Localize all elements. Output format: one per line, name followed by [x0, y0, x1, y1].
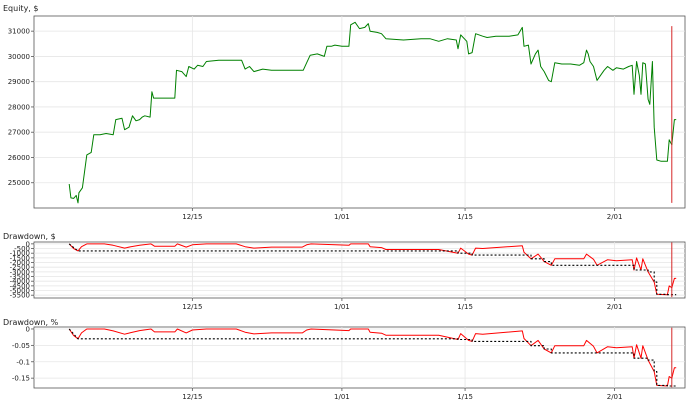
drawdown-dollar-plot-frame — [33, 241, 686, 299]
equity-y-tick-label: 25000 — [8, 179, 30, 187]
equity-y-tick-label: 28000 — [8, 103, 30, 111]
drawdown-percent-y-tick-label: 0 — [26, 325, 30, 333]
equity-x-tick-label: 2/01 — [607, 213, 623, 221]
drawdown-percent-x-tick-label: 2/01 — [607, 393, 623, 400]
drawdown-percent-x-tick-label: 1/01 — [334, 393, 350, 400]
equity-chart: 25000 26000 27000 28000 29000 30000 31000 12/15… — [8, 15, 686, 221]
equity-y-tick-label: 29000 — [8, 78, 30, 86]
drawdown-dollar-y-tick-label: -2500 — [10, 264, 30, 272]
drawdown-dollar-series-1 — [68, 243, 677, 296]
drawdown-dollar-y-tick-label: -5500 — [10, 292, 30, 300]
drawdown-percent-y-tick-label: -0.1 — [16, 358, 30, 366]
drawdown-percent-panel-title: Drawdown, % — [3, 318, 59, 327]
equity-y-tick-label: 31000 — [8, 28, 30, 36]
drawdown-dollar-y-tick-label: 0 — [26, 240, 30, 248]
drawdown-percent-x-tick-label: 1/15 — [457, 393, 473, 400]
equity-x-tick-label: 1/15 — [457, 213, 473, 221]
drawdown-dollar-x-tick-label: 1/01 — [334, 303, 350, 311]
drawdown-percent-plot-frame — [33, 326, 686, 389]
drawdown-dollar-x-tick-label: 12/15 — [182, 303, 202, 311]
drawdown-percent-series-0 — [68, 328, 677, 387]
drawdown-percent-chart: 0 -0.05 -0.1 -0.15 12/15 1/01 1/15 2/01 — [12, 325, 686, 400]
drawdown-percent-x-tick-label: 12/15 — [182, 393, 202, 400]
equity-x-tick-label: 12/15 — [182, 213, 202, 221]
equity-x-tick-label: 1/01 — [334, 213, 350, 221]
equity-y-tick-label: 26000 — [8, 154, 30, 162]
drawdown-dollar-y-tick-label: -3500 — [10, 273, 30, 281]
drawdown-dollar-chart: 0-500-1000-1500-2000-2500-3000-3500-4000… — [10, 240, 686, 311]
drawdown-percent-y-tick-label: -0.05 — [12, 342, 30, 350]
drawdown-dollar-y-tick-label: -4000 — [10, 278, 30, 286]
drawdown-dollar-y-tick-label: -500 — [14, 245, 30, 253]
drawdown-dollar-y-tick-label: -2000 — [10, 259, 30, 267]
drawdown-dollar-y-tick-label: -1000 — [10, 250, 30, 258]
equity-series-0 — [68, 21, 677, 204]
drawdown-percent-series-1 — [68, 328, 677, 387]
drawdown-dollar-series-0 — [68, 243, 677, 296]
equity-plot-frame — [33, 15, 686, 209]
drawdown-dollar-panel-title: Drawdown, $ — [3, 232, 56, 241]
drawdown-dollar-x-tick-label: 1/15 — [457, 303, 473, 311]
equity-y-tick-label: 27000 — [8, 129, 30, 137]
drawdown-dollar-y-tick-label: -4500 — [10, 282, 30, 290]
drawdown-percent-y-tick-label: -0.15 — [12, 375, 30, 383]
drawdown-dollar-y-tick-label: -1500 — [10, 254, 30, 262]
drawdown-dollar-y-tick-label: -5000 — [10, 287, 30, 295]
equity-y-tick-label: 30000 — [8, 53, 30, 61]
drawdown-dollar-y-tick-label: -3000 — [10, 268, 30, 276]
drawdown-dollar-x-tick-label: 2/01 — [607, 303, 623, 311]
equity-panel-title: Equity, $ — [3, 4, 39, 13]
